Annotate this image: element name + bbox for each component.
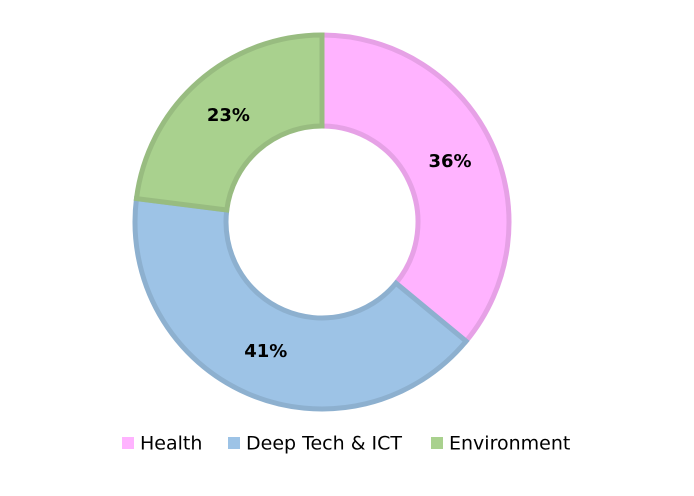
donut-slice <box>319 32 512 345</box>
donut-slice <box>133 32 325 213</box>
legend-label: Environment <box>449 433 570 455</box>
value-label: 36% <box>428 151 471 172</box>
value-label: 41% <box>244 341 287 362</box>
legend-swatch <box>431 437 443 449</box>
legend-swatch <box>228 437 240 449</box>
legend-label: Deep Tech & ICT <box>246 433 402 455</box>
value-label: 23% <box>207 105 250 126</box>
legend-label: Health <box>140 433 202 455</box>
legend-swatch <box>122 437 134 449</box>
donut-slice <box>132 195 470 412</box>
